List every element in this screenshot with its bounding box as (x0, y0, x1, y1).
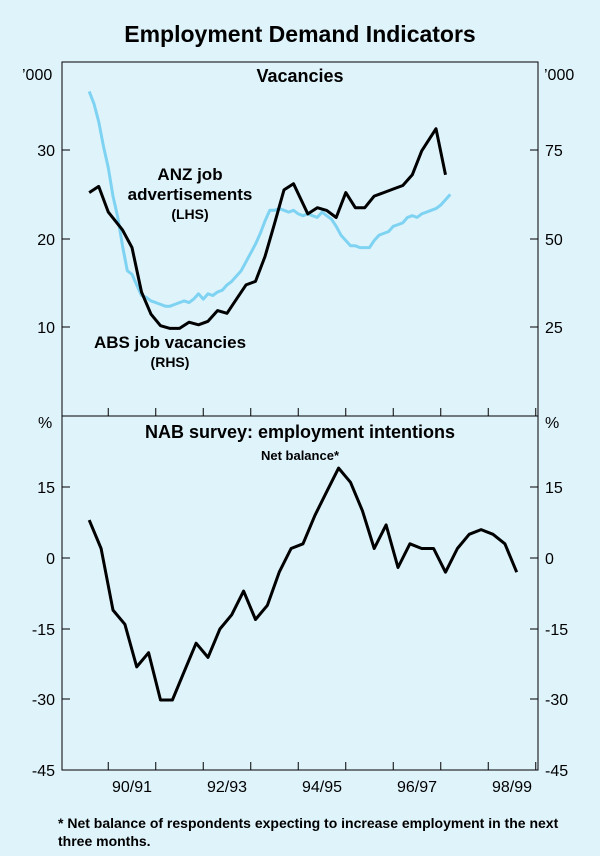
series-layer (87, 90, 519, 702)
anz-label-line2: advertisements (128, 185, 253, 204)
bottom-left-tick-label: 15 (37, 480, 55, 497)
bottom-right-tick-label: 0 (545, 551, 554, 568)
vacancies-panel-title: Vacancies (256, 66, 343, 86)
top-left-tick-label: 20 (37, 232, 55, 249)
abs-vacancies-line (87, 90, 452, 308)
bottom-left-axis: 15 0 -15 -30 -45 (32, 480, 70, 780)
bottom-right-tick-label: -45 (545, 763, 568, 780)
abs-label-line1: ABS job vacancies (94, 333, 246, 352)
bottom-left-tick-label: -15 (32, 622, 55, 639)
nab-panel-title: NAB survey: employment intentions (145, 422, 455, 442)
bottom-right-axis: 15 0 -15 -30 -45 (530, 480, 568, 780)
top-right-unit: ’000 (544, 67, 574, 84)
abs-series-label: ABS job vacancies (RHS) (94, 333, 246, 370)
x-tick-label: 96/97 (397, 779, 437, 796)
x-axis-labels: 90/91 92/93 94/95 96/97 98/99 (112, 779, 532, 796)
bottom-left-tick-label: 0 (46, 551, 55, 568)
anz-label-line1: ANZ job (157, 165, 222, 184)
top-right-tick-label: 75 (545, 143, 563, 160)
nab-net-balance-line (87, 466, 519, 702)
x-tick-label: 94/95 (302, 779, 342, 796)
anz-advertisements-line (88, 127, 447, 330)
top-left-tick-label: 30 (37, 143, 55, 160)
x-tick-label: 92/93 (207, 779, 247, 796)
top-left-unit: ’000 (22, 67, 52, 84)
nab-panel-subtitle: Net balance* (261, 448, 340, 463)
bottom-left-tick-label: -45 (32, 763, 55, 780)
x-axis-ticks (107, 408, 537, 770)
bottom-left-unit: % (38, 415, 52, 432)
anz-series-label: ANZ job advertisements (LHS) (128, 165, 253, 222)
bottom-right-tick-label: 15 (545, 480, 563, 497)
abs-label-axis: (RHS) (151, 354, 190, 370)
figure-title: Employment Demand Indicators (124, 21, 475, 47)
bottom-left-tick-label: -30 (32, 692, 55, 709)
x-tick-label: 90/91 (112, 779, 152, 796)
anz-label-axis: (LHS) (171, 206, 208, 222)
x-tick-label: 98/99 (492, 779, 532, 796)
top-right-axis: 75 50 25 (530, 143, 563, 337)
top-left-axis: 30 20 10 (37, 143, 70, 337)
bottom-right-tick-label: -15 (545, 622, 568, 639)
footnote: * Net balance of respondents expecting t… (58, 815, 559, 849)
top-right-tick-label: 50 (545, 232, 563, 249)
bottom-right-tick-label: -30 (545, 692, 568, 709)
top-right-tick-label: 25 (545, 320, 563, 337)
bottom-right-unit: % (545, 415, 559, 432)
top-left-tick-label: 10 (37, 320, 55, 337)
